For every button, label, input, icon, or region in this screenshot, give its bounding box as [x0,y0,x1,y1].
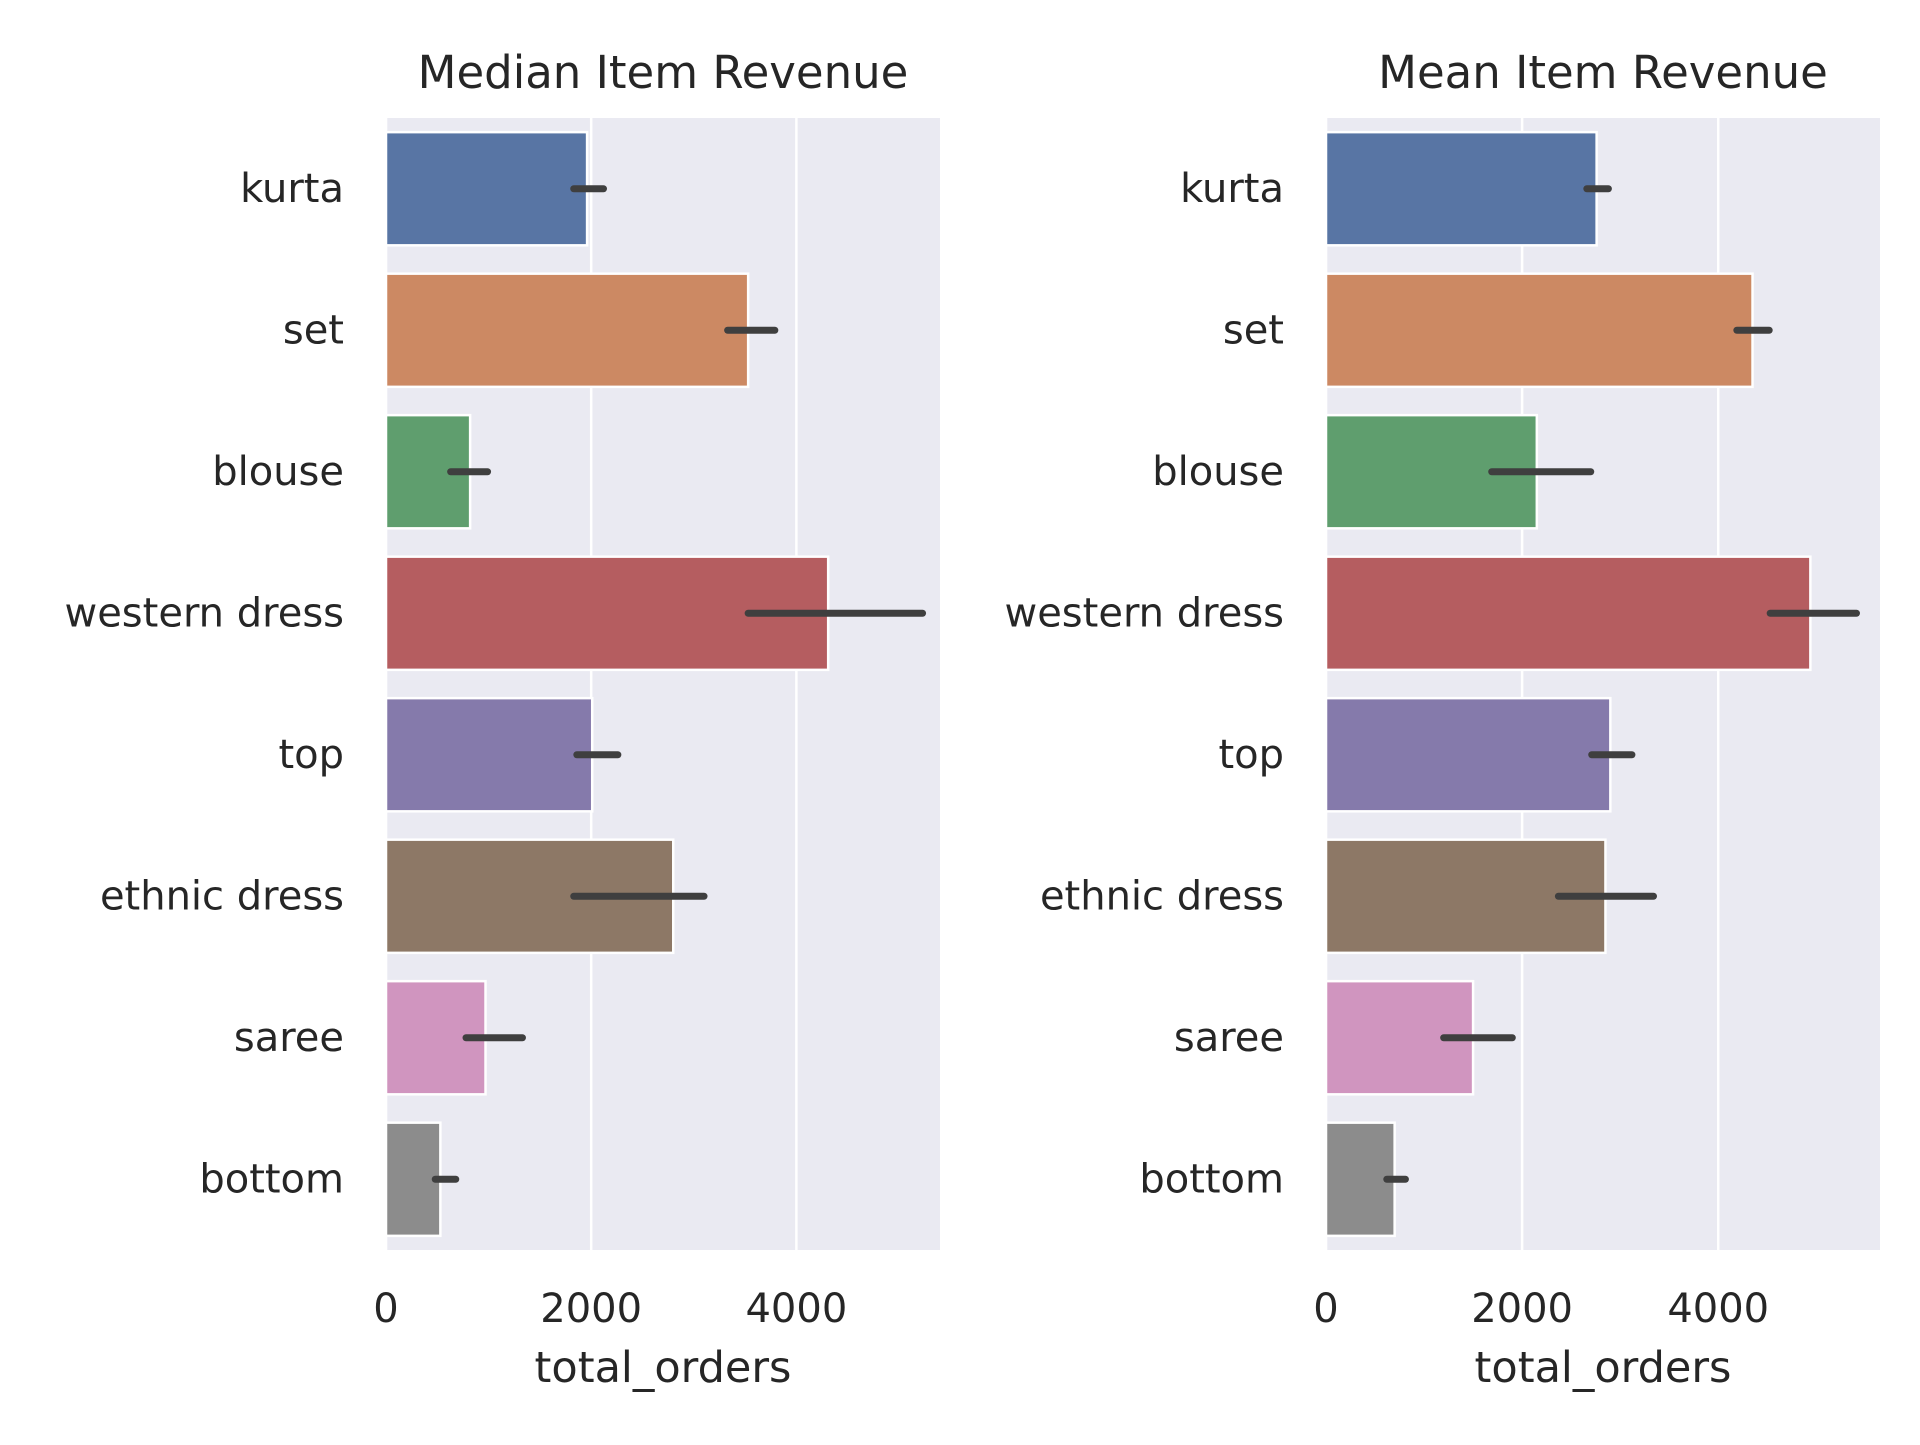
x-tick-label: 2000 [1471,1286,1573,1332]
bar [384,130,589,247]
category-label: kurta [240,166,344,212]
bar [384,1121,442,1238]
category-label: top [278,732,344,778]
x-tick-label: 4000 [745,1286,847,1332]
category-label: bottom [1139,1156,1284,1202]
category-label: blouse [212,449,344,495]
bar [1324,555,1812,672]
bar [384,272,750,389]
category-label: ethnic dress [1040,873,1284,919]
x-tick-label: 0 [373,1286,398,1332]
bar [1324,130,1598,247]
category-label: western dress [64,590,344,636]
x-tick-label: 4000 [1667,1286,1769,1332]
category-label: western dress [1004,590,1284,636]
category-label: kurta [1180,166,1284,212]
category-label: saree [1174,1015,1284,1061]
bar [1324,272,1754,389]
chart-title: Median Item Revenue [418,46,909,99]
bar [1324,1121,1396,1238]
x-tick-label: 0 [1313,1286,1338,1332]
category-label: set [1223,307,1284,353]
x-tick-label: 2000 [540,1286,642,1332]
bar [1324,696,1612,813]
chart-title: Mean Item Revenue [1378,46,1828,99]
category-label: bottom [199,1156,344,1202]
category-label: blouse [1152,449,1284,495]
category-label: saree [234,1015,344,1061]
bar [384,696,594,813]
chart-panel-2: kurta set blouse western dress top ethnic dre… [1004,46,1880,1393]
x-axis-label: total_orders [535,1343,792,1393]
category-label: set [283,307,344,353]
x-axis-label: total_orders [1475,1343,1732,1393]
category-label: ethnic dress [100,873,344,919]
category-label: top [1218,732,1284,778]
chart-panel-1: kurta set blouse western dress top ethnic dre… [64,46,940,1393]
